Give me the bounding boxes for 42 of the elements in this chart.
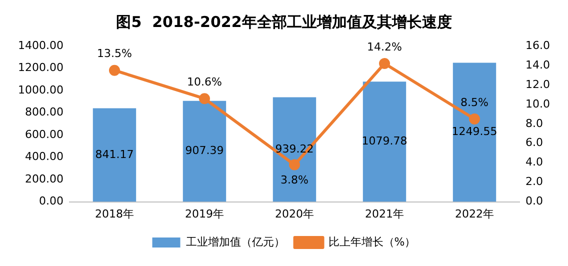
point	[108, 64, 120, 76]
y2-tick-label: 8.0	[526, 116, 544, 130]
data-label: 10.6%	[187, 75, 222, 88]
point	[198, 93, 210, 104]
data-label: 3.8%	[280, 174, 308, 187]
y-tick-label: 0.00	[38, 194, 64, 208]
x-tick-label: 2022年	[455, 207, 494, 220]
y2-tick-label: 0.0	[526, 194, 544, 208]
y2-tick-label: 10.0	[526, 97, 550, 110]
y-tick-label: 200.00	[24, 172, 64, 186]
bar	[362, 82, 406, 202]
y-tick-label: 1200.00	[18, 61, 64, 74]
y2-tick-label: 14.0	[526, 58, 550, 72]
data-label: 841.17	[95, 148, 134, 161]
y2-tick-label: 12.0	[526, 78, 550, 91]
bar	[182, 100, 226, 202]
data-label: 13.5%	[97, 47, 132, 60]
x-tick-label: 2021年	[365, 207, 404, 220]
y2-tick-label: 4.0	[526, 156, 544, 169]
x-tick-label: 2020年	[275, 207, 314, 220]
y-tick-label: 600.00	[24, 128, 64, 141]
data-label: 907.39	[185, 144, 224, 158]
data-label: 14.2%	[367, 40, 402, 54]
x-tick-label: 2019年	[184, 207, 224, 220]
y-tick-label: 400.00	[24, 150, 64, 164]
point	[469, 114, 480, 125]
legend-label: 比上年增长（%）	[328, 235, 416, 248]
bar	[452, 62, 496, 202]
point	[289, 159, 300, 170]
data-label: 8.5%	[460, 96, 488, 109]
chart-title: 图5 2018-2022年全部工业增加值及其增长速度	[116, 12, 452, 31]
y-tick-label: 1000.00	[18, 83, 64, 96]
y2-tick-label: 6.0	[526, 136, 544, 150]
bar	[92, 108, 136, 202]
y-tick-label: 1400.00	[18, 38, 64, 52]
y-tick-label: 800.00	[24, 106, 64, 119]
point	[379, 58, 390, 70]
y2-tick-label: 16.0	[526, 38, 550, 52]
bar	[272, 97, 316, 202]
y2-tick-label: 2.0	[526, 175, 544, 188]
x-tick-label: 2018年	[94, 207, 134, 220]
legend-label: 工业增加值（亿元）	[186, 235, 285, 248]
